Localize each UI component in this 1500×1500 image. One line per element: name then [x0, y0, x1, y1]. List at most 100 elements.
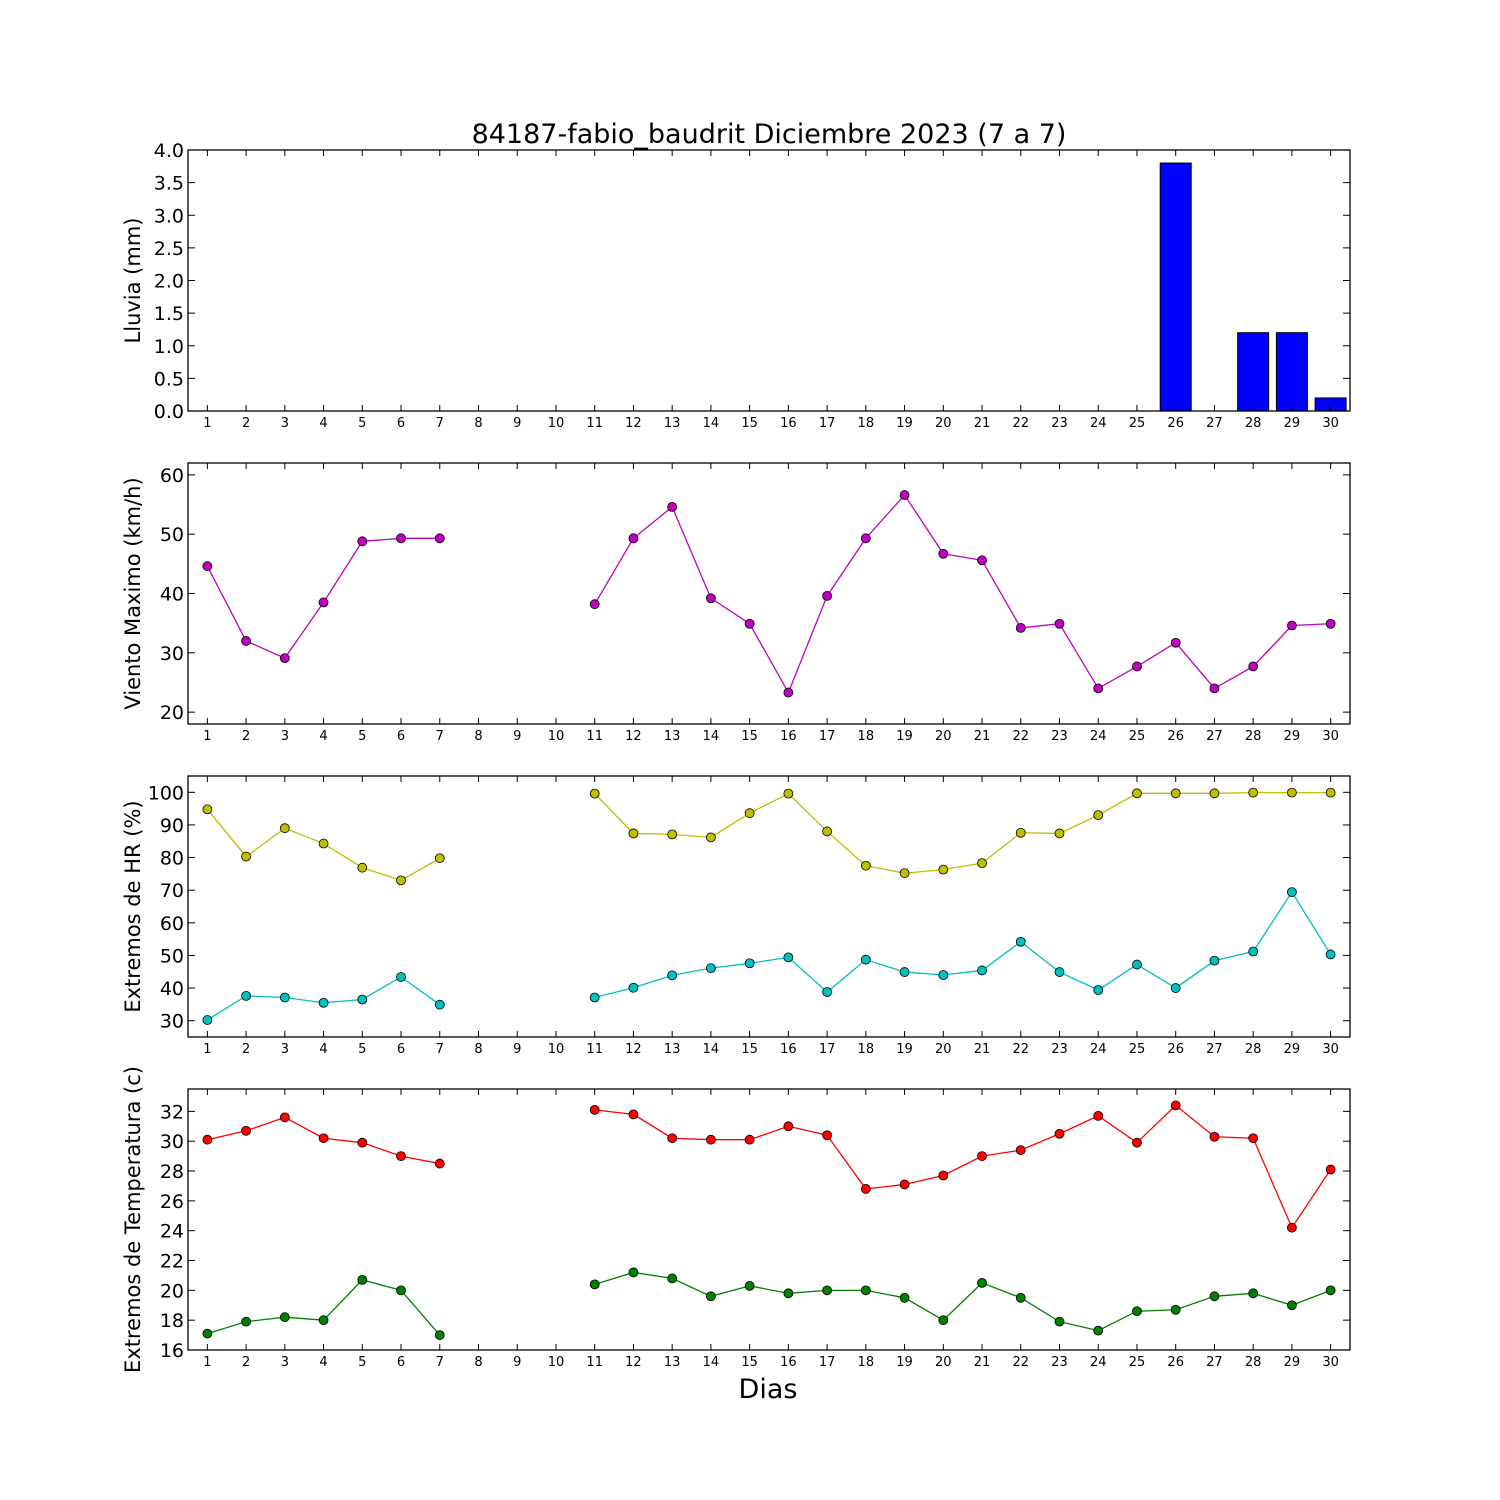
wind-series-0-point — [1015, 623, 1026, 633]
humidity-xtick-label: 30 — [1322, 1042, 1339, 1057]
temperature-series-0-point — [1015, 1145, 1026, 1156]
wind-xtick-label: 19 — [896, 729, 913, 744]
temperature-xtick-label: 8 — [474, 1355, 482, 1370]
humidity-series-0-point — [899, 868, 910, 879]
temperature-series-1-point — [1325, 1285, 1336, 1296]
temperature-xtick-label: 27 — [1206, 1355, 1223, 1370]
figure-title: 84187-fabio_baudrit Diciembre 2023 (7 a … — [472, 119, 1067, 150]
humidity-xtick-label: 11 — [586, 1042, 603, 1057]
wind-xtick-label: 11 — [586, 729, 603, 744]
temperature-xtick-label: 3 — [281, 1355, 289, 1370]
humidity-series-1-point — [783, 952, 794, 963]
humidity-xtick-label: 8 — [474, 1042, 482, 1057]
humidity-series-0-point — [589, 788, 600, 799]
temperature-xtick-label: 14 — [703, 1355, 720, 1370]
humidity-ytick-label: 50 — [160, 945, 184, 967]
wind-xtick-label: 15 — [741, 729, 758, 744]
humidity-series-1-point — [589, 992, 600, 1003]
temperature-series-0-point — [589, 1104, 600, 1115]
wind-axes-frame — [187, 462, 1351, 725]
humidity-series-1-point — [899, 967, 910, 977]
temperature-series-1-point — [279, 1312, 290, 1323]
temperature-xtick-label: 12 — [625, 1355, 642, 1370]
humidity-ytick-label: 100 — [148, 782, 184, 804]
humidity-series-1-point — [357, 994, 368, 1005]
humidity-series-0-point — [667, 829, 678, 840]
temperature-series-1-point — [783, 1288, 794, 1299]
wind-xtick-label: 5 — [358, 729, 366, 744]
humidity-series-1-point — [279, 992, 290, 1003]
rain-xtick-label: 13 — [664, 416, 681, 431]
rain-xtick-label: 9 — [513, 416, 521, 431]
humidity-series-0-point — [1015, 827, 1026, 838]
rain-panel: 0.00.51.01.52.02.53.03.54.01 2 3 4 5 6 7 8 9 10 11… — [121, 140, 1351, 431]
temperature-xtick-label: 7 — [436, 1355, 444, 1370]
temperature-series-1-point — [1287, 1300, 1297, 1311]
wind-series-0-point — [279, 653, 290, 664]
humidity-xtick-label: 9 — [513, 1042, 521, 1057]
temperature-series-0-point — [628, 1109, 639, 1120]
humidity-xtick-label: 20 — [935, 1042, 952, 1057]
humidity-series-1-point — [977, 965, 987, 976]
temperature-series-0-point — [822, 1130, 832, 1141]
rain-xtick-label: 6 — [397, 416, 405, 431]
temperature-series-0-point — [396, 1151, 406, 1162]
temperature-series-0-point — [241, 1125, 252, 1136]
humidity-series-0-point — [434, 853, 445, 864]
wind-ytick-label: 20 — [160, 702, 184, 724]
temperature-series-1-point — [202, 1328, 213, 1339]
wind-series-0-point — [628, 533, 639, 544]
wind-series-0-point — [241, 636, 252, 646]
wind-series-0-line — [594, 493, 1331, 695]
humidity-xtick-label: 3 — [281, 1042, 289, 1057]
temperature-xtick-label: 15 — [741, 1355, 758, 1370]
temperature-series-1-point — [357, 1275, 368, 1285]
humidity-xtick-label: 24 — [1090, 1042, 1107, 1057]
temperature-xtick-label: 10 — [548, 1355, 565, 1370]
wind-xtick-label: 10 — [548, 729, 565, 744]
rain-xtick-label: 24 — [1090, 416, 1107, 431]
temperature-ytick-label: 30 — [160, 1131, 184, 1153]
temperature-xtick-label: 2 — [242, 1355, 250, 1370]
wind-xtick-label: 6 — [397, 729, 405, 744]
humidity-series-0-point — [860, 860, 871, 871]
humidity-xtick-label: 4 — [319, 1042, 327, 1057]
humidity-series-0-point — [396, 875, 406, 886]
wind-xtick-label: 2 — [242, 729, 250, 744]
wind-series-0-point — [434, 533, 445, 544]
rain-xtick-label: 27 — [1206, 416, 1223, 431]
temperature-series-0-point — [1325, 1164, 1336, 1175]
rain-bar — [1159, 162, 1192, 412]
rain-xtick-label: 30 — [1322, 416, 1339, 431]
wind-xtick-label: 24 — [1090, 729, 1107, 744]
rain-xtick-label: 1 — [203, 416, 211, 431]
wind-y-axis-label: Viento Maximo (km/h) — [121, 477, 145, 709]
temperature-series-1-point — [977, 1277, 987, 1288]
temperature-xtick-label: 17 — [819, 1355, 836, 1370]
wind-series-0-point — [1325, 618, 1336, 629]
temperature-xtick-label: 25 — [1129, 1355, 1146, 1370]
humidity-xtick-label: 13 — [664, 1042, 681, 1057]
rain-ytick-label: 2.5 — [154, 238, 184, 260]
wind-xtick-label: 21 — [974, 729, 991, 744]
humidity-axes-frame — [187, 775, 1351, 1038]
wind-series-0-point — [822, 590, 832, 601]
wind-xtick-label: 4 — [319, 729, 327, 744]
wind-xtick-label: 29 — [1284, 729, 1301, 744]
temperature-series-1-point — [1093, 1325, 1104, 1336]
temperature-xtick-label: 21 — [974, 1355, 991, 1370]
humidity-series-0-point — [357, 862, 368, 873]
humidity-series-0-point — [1132, 788, 1142, 799]
humidity-series-0-line — [594, 791, 1331, 874]
humidity-xtick-label: 26 — [1167, 1042, 1184, 1057]
humidity-series-0-point — [628, 828, 639, 839]
humidity-xtick-label: 5 — [358, 1042, 366, 1057]
wind-ytick-label: 60 — [160, 465, 184, 487]
rain-ytick-label: 0.0 — [154, 401, 184, 423]
wind-xtick-label: 8 — [474, 729, 482, 744]
temperature-series-1-point — [744, 1280, 755, 1291]
temperature-series-1-point — [628, 1267, 639, 1278]
wind-ytick-label: 30 — [160, 643, 184, 665]
temperature-series-1-point — [396, 1285, 406, 1296]
